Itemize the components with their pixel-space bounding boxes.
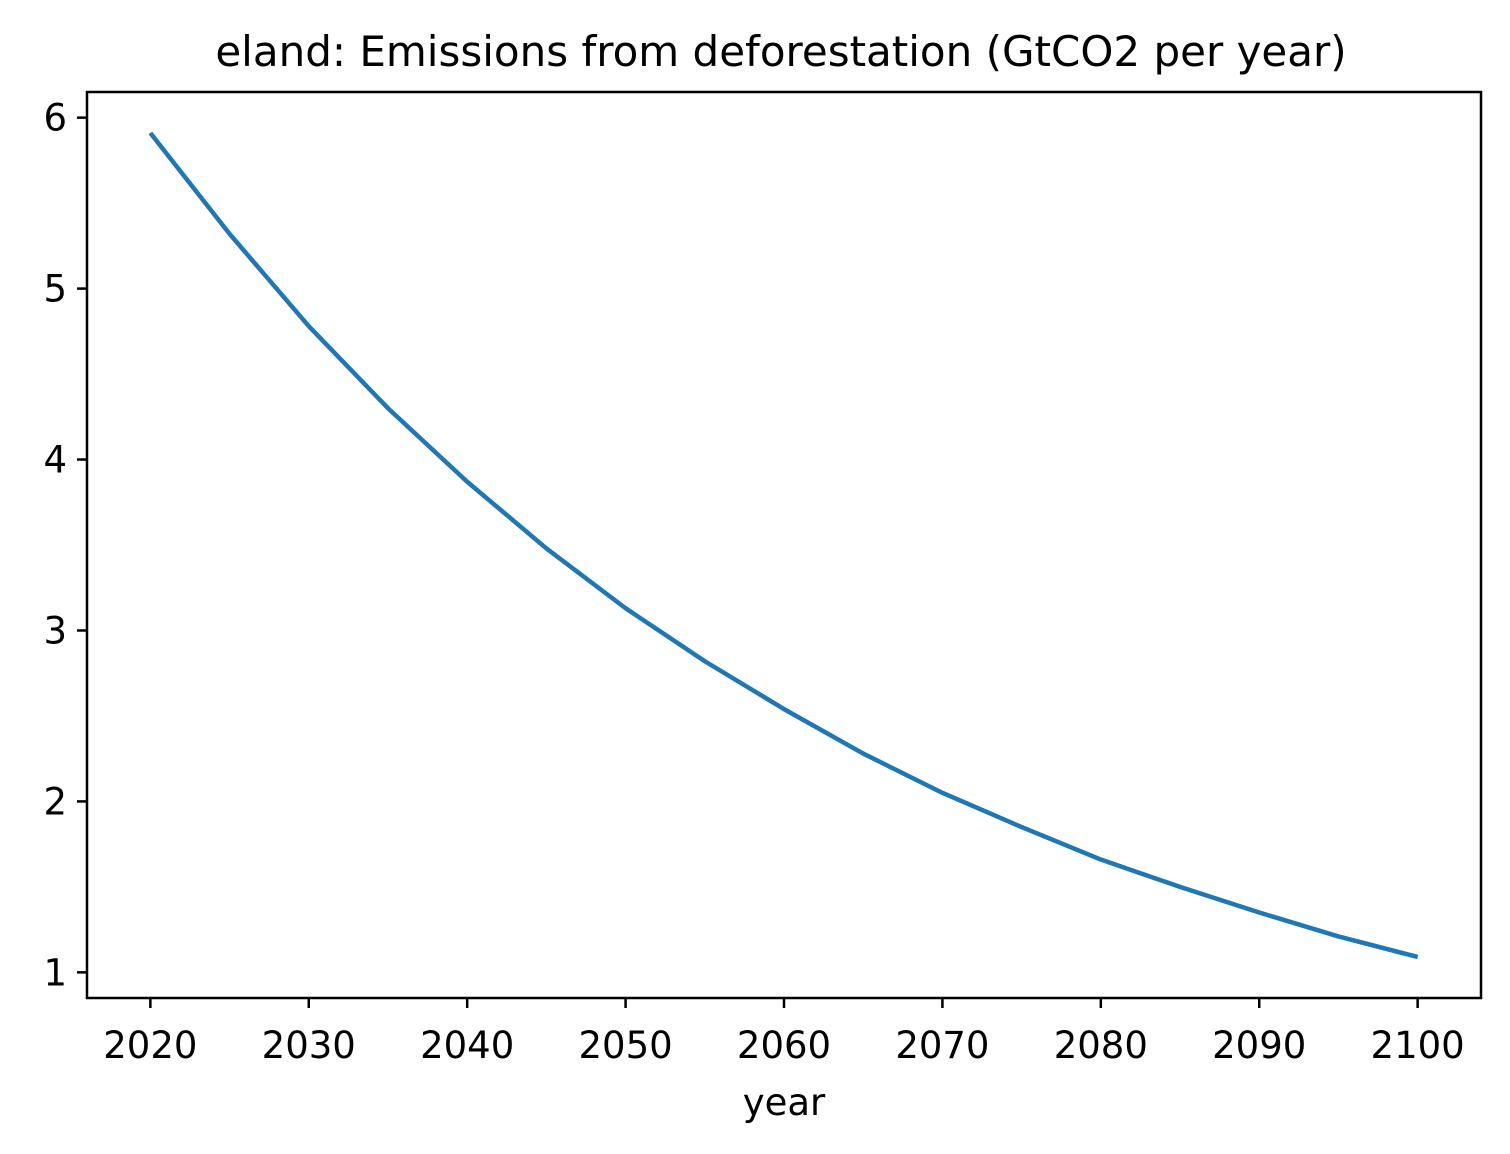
x-axis-label: year: [743, 1081, 826, 1124]
series-line-0: [148, 131, 1419, 960]
series-layer: [148, 131, 1419, 960]
x-tick-label: 2030: [262, 1024, 356, 1067]
y-tick-label: 3: [43, 609, 67, 652]
x-tick-label: 2040: [420, 1024, 514, 1067]
x-tick-label: 2050: [579, 1024, 673, 1067]
x-tick-label: 2090: [1212, 1024, 1306, 1067]
chart-title: eland: Emissions from deforestation (GtC…: [215, 27, 1346, 76]
x-axis-ticks: 2020 2030 2040 2050 2060 2070 2080 2090 2100: [103, 998, 1465, 1067]
x-tick-label: 2100: [1371, 1024, 1465, 1067]
y-tick-label: 6: [43, 97, 67, 140]
y-tick-label: 2: [43, 780, 67, 823]
x-tick-label: 2060: [737, 1024, 831, 1067]
y-tick-label: 4: [43, 439, 67, 482]
y-axis-ticks: 1 2 3 4 5 6: [43, 97, 87, 994]
y-tick-label: 1: [43, 951, 67, 994]
x-tick-label: 2070: [895, 1024, 989, 1067]
y-tick-label: 5: [43, 268, 67, 311]
plot-area-frame: [85, 90, 1483, 1000]
x-tick-label: 2020: [103, 1024, 197, 1067]
x-tick-label: 2080: [1054, 1024, 1148, 1067]
